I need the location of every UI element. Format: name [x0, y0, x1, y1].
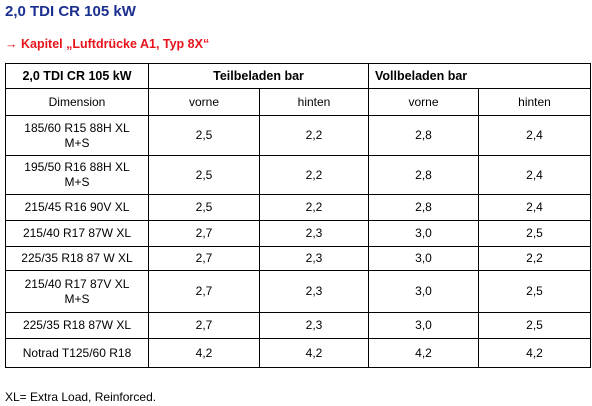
pressure-cell: 3,0 — [368, 220, 480, 247]
pressure-cell: 2,7 — [148, 270, 260, 313]
data-row: 225/35 R18 87W XL 2,7 2,3 3,0 2,5 — [5, 312, 592, 339]
chapter-link[interactable]: → Kapitel „Luftdrücke A1, Typ 8X“ — [5, 37, 210, 51]
pressure-cell: 2,4 — [478, 115, 592, 156]
data-row: 215/40 R17 87V XL M+S 2,7 2,3 3,0 2,5 — [5, 270, 592, 313]
header-cell: 2,0 TDI CR 105 kW — [5, 63, 149, 89]
pressure-cell: vorne — [368, 88, 480, 116]
subheader-row: Dimension vorne hinten vorne hinten — [5, 88, 592, 116]
pressure-cell: 2,8 — [368, 194, 480, 221]
pressure-cell: 4,2 — [478, 338, 592, 368]
pressure-cell: 3,0 — [368, 270, 480, 313]
pressure-cell: 2,3 — [258, 220, 370, 247]
dimension-cell: 215/40 R17 87W XL — [5, 220, 149, 247]
dimension-cell: 215/40 R17 87V XL M+S — [5, 270, 149, 313]
data-row: Notrad T125/60 R18 4,2 4,2 4,2 4,2 — [5, 338, 592, 368]
pressure-cell: hinten — [478, 88, 592, 116]
pressure-cell: 4,2 — [368, 338, 480, 368]
dimension-cell: 225/35 R18 87 W XL — [5, 246, 149, 271]
pressure-cell: 2,5 — [148, 155, 260, 195]
dimension-cell: 215/45 R16 90V XL — [5, 194, 149, 221]
pressure-cell: 2,5 — [148, 115, 260, 156]
pressure-cell: vorne — [148, 88, 260, 116]
pressure-cell: 4,2 — [258, 338, 370, 368]
data-row: 185/60 R15 88H XL M+S 2,5 2,2 2,8 2,4 — [5, 115, 592, 156]
pressure-cell: 2,4 — [478, 194, 592, 221]
dimension-cell: 185/60 R15 88H XL M+S — [5, 115, 149, 156]
dimension-cell: 225/35 R18 87W XL — [5, 312, 149, 339]
pressure-cell: 2,2 — [478, 246, 592, 271]
pressure-cell: 2,2 — [258, 155, 370, 195]
dimension-cell: Notrad T125/60 R18 — [5, 338, 149, 368]
header-row: 2,0 TDI CR 105 kW Teilbeladen bar Vollbe… — [5, 63, 592, 89]
pressure-cell: 2,2 — [258, 194, 370, 221]
pressure-cell: 2,5 — [478, 270, 592, 313]
pressure-cell: 2,4 — [478, 155, 592, 195]
pressure-cell: 3,0 — [368, 312, 480, 339]
pressure-cell: 2,5 — [478, 220, 592, 247]
pressure-cell: 3,0 — [368, 246, 480, 271]
title: 2,0 TDI CR 105 kW — [5, 3, 136, 20]
header-cell: Vollbeladen bar — [368, 63, 592, 89]
data-row: 215/40 R17 87W XL 2,7 2,3 3,0 2,5 — [5, 220, 592, 247]
data-row: 195/50 R16 88H XL M+S 2,5 2,2 2,8 2,4 — [5, 155, 592, 195]
pressure-cell: 2,3 — [258, 312, 370, 339]
header-cell: Teilbeladen bar — [147, 63, 370, 89]
footnote: XL= Extra Load, Reinforced. — [5, 390, 157, 404]
pressure-cell: 2,5 — [148, 194, 260, 221]
pressure-cell: 2,7 — [148, 220, 260, 247]
data-row: 215/45 R16 90V XL 2,5 2,2 2,8 2,4 — [5, 194, 592, 221]
pressure-cell: 2,3 — [258, 270, 370, 313]
pressure-cell: 2,3 — [258, 246, 370, 271]
pressure-cell: 2,7 — [148, 246, 260, 271]
pressure-cell: 2,8 — [368, 155, 480, 195]
pressure-table: 2,0 TDI CR 105 kW Teilbeladen bar Vollbe… — [5, 63, 592, 368]
data-row: 225/35 R18 87 W XL 2,7 2,3 3,0 2,2 — [5, 246, 592, 271]
pressure-cell: 4,2 — [148, 338, 260, 368]
pressure-cell: 2,7 — [148, 312, 260, 339]
pressure-cell: 2,5 — [478, 312, 592, 339]
dimension-cell: 195/50 R16 88H XL M+S — [5, 155, 149, 195]
dimension-cell: Dimension — [5, 88, 149, 116]
pressure-cell: 2,2 — [258, 115, 370, 156]
pressure-cell: 2,8 — [368, 115, 480, 156]
pressure-cell: hinten — [258, 88, 370, 116]
